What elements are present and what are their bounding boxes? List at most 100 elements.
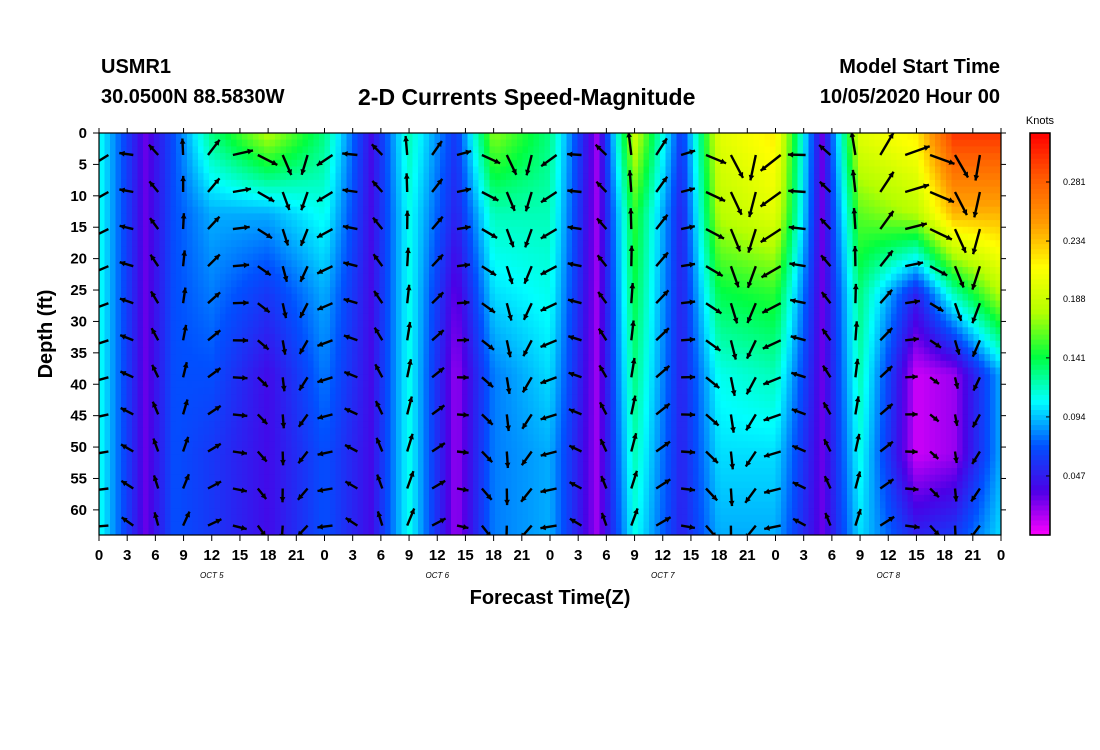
heatmap-cell [308, 220, 315, 228]
heatmap-cell [407, 481, 414, 489]
heatmap-cell [137, 508, 144, 516]
heatmap-cell [363, 246, 370, 255]
heatmap-cell [159, 380, 166, 389]
heatmap-cell [539, 280, 546, 288]
heatmap-cell [368, 334, 375, 342]
heatmap-cell [214, 434, 221, 442]
heatmap-cell [99, 293, 106, 302]
heatmap-cell [148, 226, 155, 235]
heatmap-cell [445, 434, 452, 442]
heatmap-cell [352, 354, 359, 362]
heatmap-cell [368, 327, 375, 335]
heatmap-cell [269, 468, 276, 476]
heatmap-cell [451, 233, 458, 241]
heatmap-cell [539, 206, 546, 214]
heatmap-cell [357, 421, 364, 429]
heatmap-cell [544, 133, 551, 141]
heatmap-cell [462, 494, 469, 503]
heatmap-cell [159, 468, 166, 476]
heatmap-cell [264, 139, 271, 147]
heatmap-cell [104, 387, 111, 395]
heatmap-cell [374, 535, 380, 542]
heatmap-cell [165, 394, 172, 402]
heatmap-cell [302, 514, 309, 523]
heatmap-cell [121, 139, 128, 147]
heatmap-cell [341, 146, 348, 154]
heatmap-cell [181, 313, 188, 322]
heatmap-cell [445, 347, 452, 355]
heatmap-cell [544, 441, 551, 449]
heatmap-cell [148, 461, 155, 469]
heatmap-cell [225, 220, 232, 228]
heatmap-cell [291, 159, 298, 168]
heatmap-cell [467, 521, 474, 529]
heatmap-cell [500, 260, 507, 268]
heatmap-cell [302, 300, 309, 308]
heatmap-cell [192, 206, 199, 214]
heatmap-cell [192, 347, 199, 355]
heatmap-cell [291, 146, 298, 154]
heatmap-cell [209, 374, 216, 382]
heatmap-cell [313, 481, 320, 489]
heatmap-cell [517, 347, 524, 355]
heatmap-cell [110, 186, 117, 194]
heatmap-cell [467, 220, 474, 228]
heatmap-cell [357, 240, 364, 248]
heatmap-cell [286, 226, 293, 235]
heatmap-cell [198, 474, 205, 482]
heatmap-cell [319, 133, 326, 141]
heatmap-cell [220, 528, 227, 535]
heatmap-cell [148, 367, 155, 375]
heatmap-cell [495, 494, 502, 503]
heatmap-cell [220, 320, 227, 328]
heatmap-cell [308, 360, 315, 369]
heatmap-cell [258, 367, 265, 375]
heatmap-cell [544, 166, 551, 174]
heatmap-cell [143, 360, 150, 369]
heatmap-cell [110, 441, 117, 449]
heatmap-cell [374, 394, 381, 402]
heatmap-cell [291, 528, 298, 535]
heatmap-cell [489, 347, 496, 355]
heatmap-cell [236, 427, 243, 436]
heatmap-cell [137, 334, 144, 342]
heatmap-cell [192, 468, 199, 476]
heatmap-cell [187, 360, 194, 369]
heatmap-cell [181, 267, 188, 275]
heatmap-cell [137, 528, 144, 535]
heatmap-cell [462, 153, 469, 161]
heatmap-cell [363, 153, 370, 161]
heatmap-cell [346, 213, 353, 221]
heatmap-cell [236, 220, 243, 228]
heatmap-cell [396, 374, 403, 382]
heatmap-cell [192, 166, 199, 174]
heatmap-cell [500, 454, 507, 462]
heatmap-cell [418, 528, 425, 535]
heatmap-cell [478, 454, 485, 462]
heatmap-cell [473, 220, 480, 228]
heatmap-cell [440, 186, 447, 194]
heatmap-cell [467, 206, 474, 214]
heatmap-cell [170, 280, 177, 288]
heatmap-cell [418, 535, 424, 542]
heatmap-cell [528, 159, 535, 168]
heatmap-cell [429, 273, 436, 281]
heatmap-cell [473, 380, 480, 389]
heatmap-cell [159, 260, 166, 268]
heatmap-cell [341, 159, 348, 168]
heatmap-cell [401, 461, 408, 469]
heatmap-cell [478, 200, 485, 208]
heatmap-cell [445, 394, 452, 402]
heatmap-cell [220, 173, 227, 181]
heatmap-cell [220, 374, 227, 382]
heatmap-cell [412, 273, 419, 281]
heatmap-cell [121, 474, 128, 482]
heatmap-cell [126, 347, 133, 355]
heatmap-cell [143, 407, 150, 415]
heatmap-cell [291, 434, 298, 442]
heatmap-cell [544, 173, 551, 181]
heatmap-cell [484, 354, 491, 362]
heatmap-cell [341, 246, 348, 255]
heatmap-cell [132, 414, 139, 422]
heatmap-cell [539, 434, 546, 442]
